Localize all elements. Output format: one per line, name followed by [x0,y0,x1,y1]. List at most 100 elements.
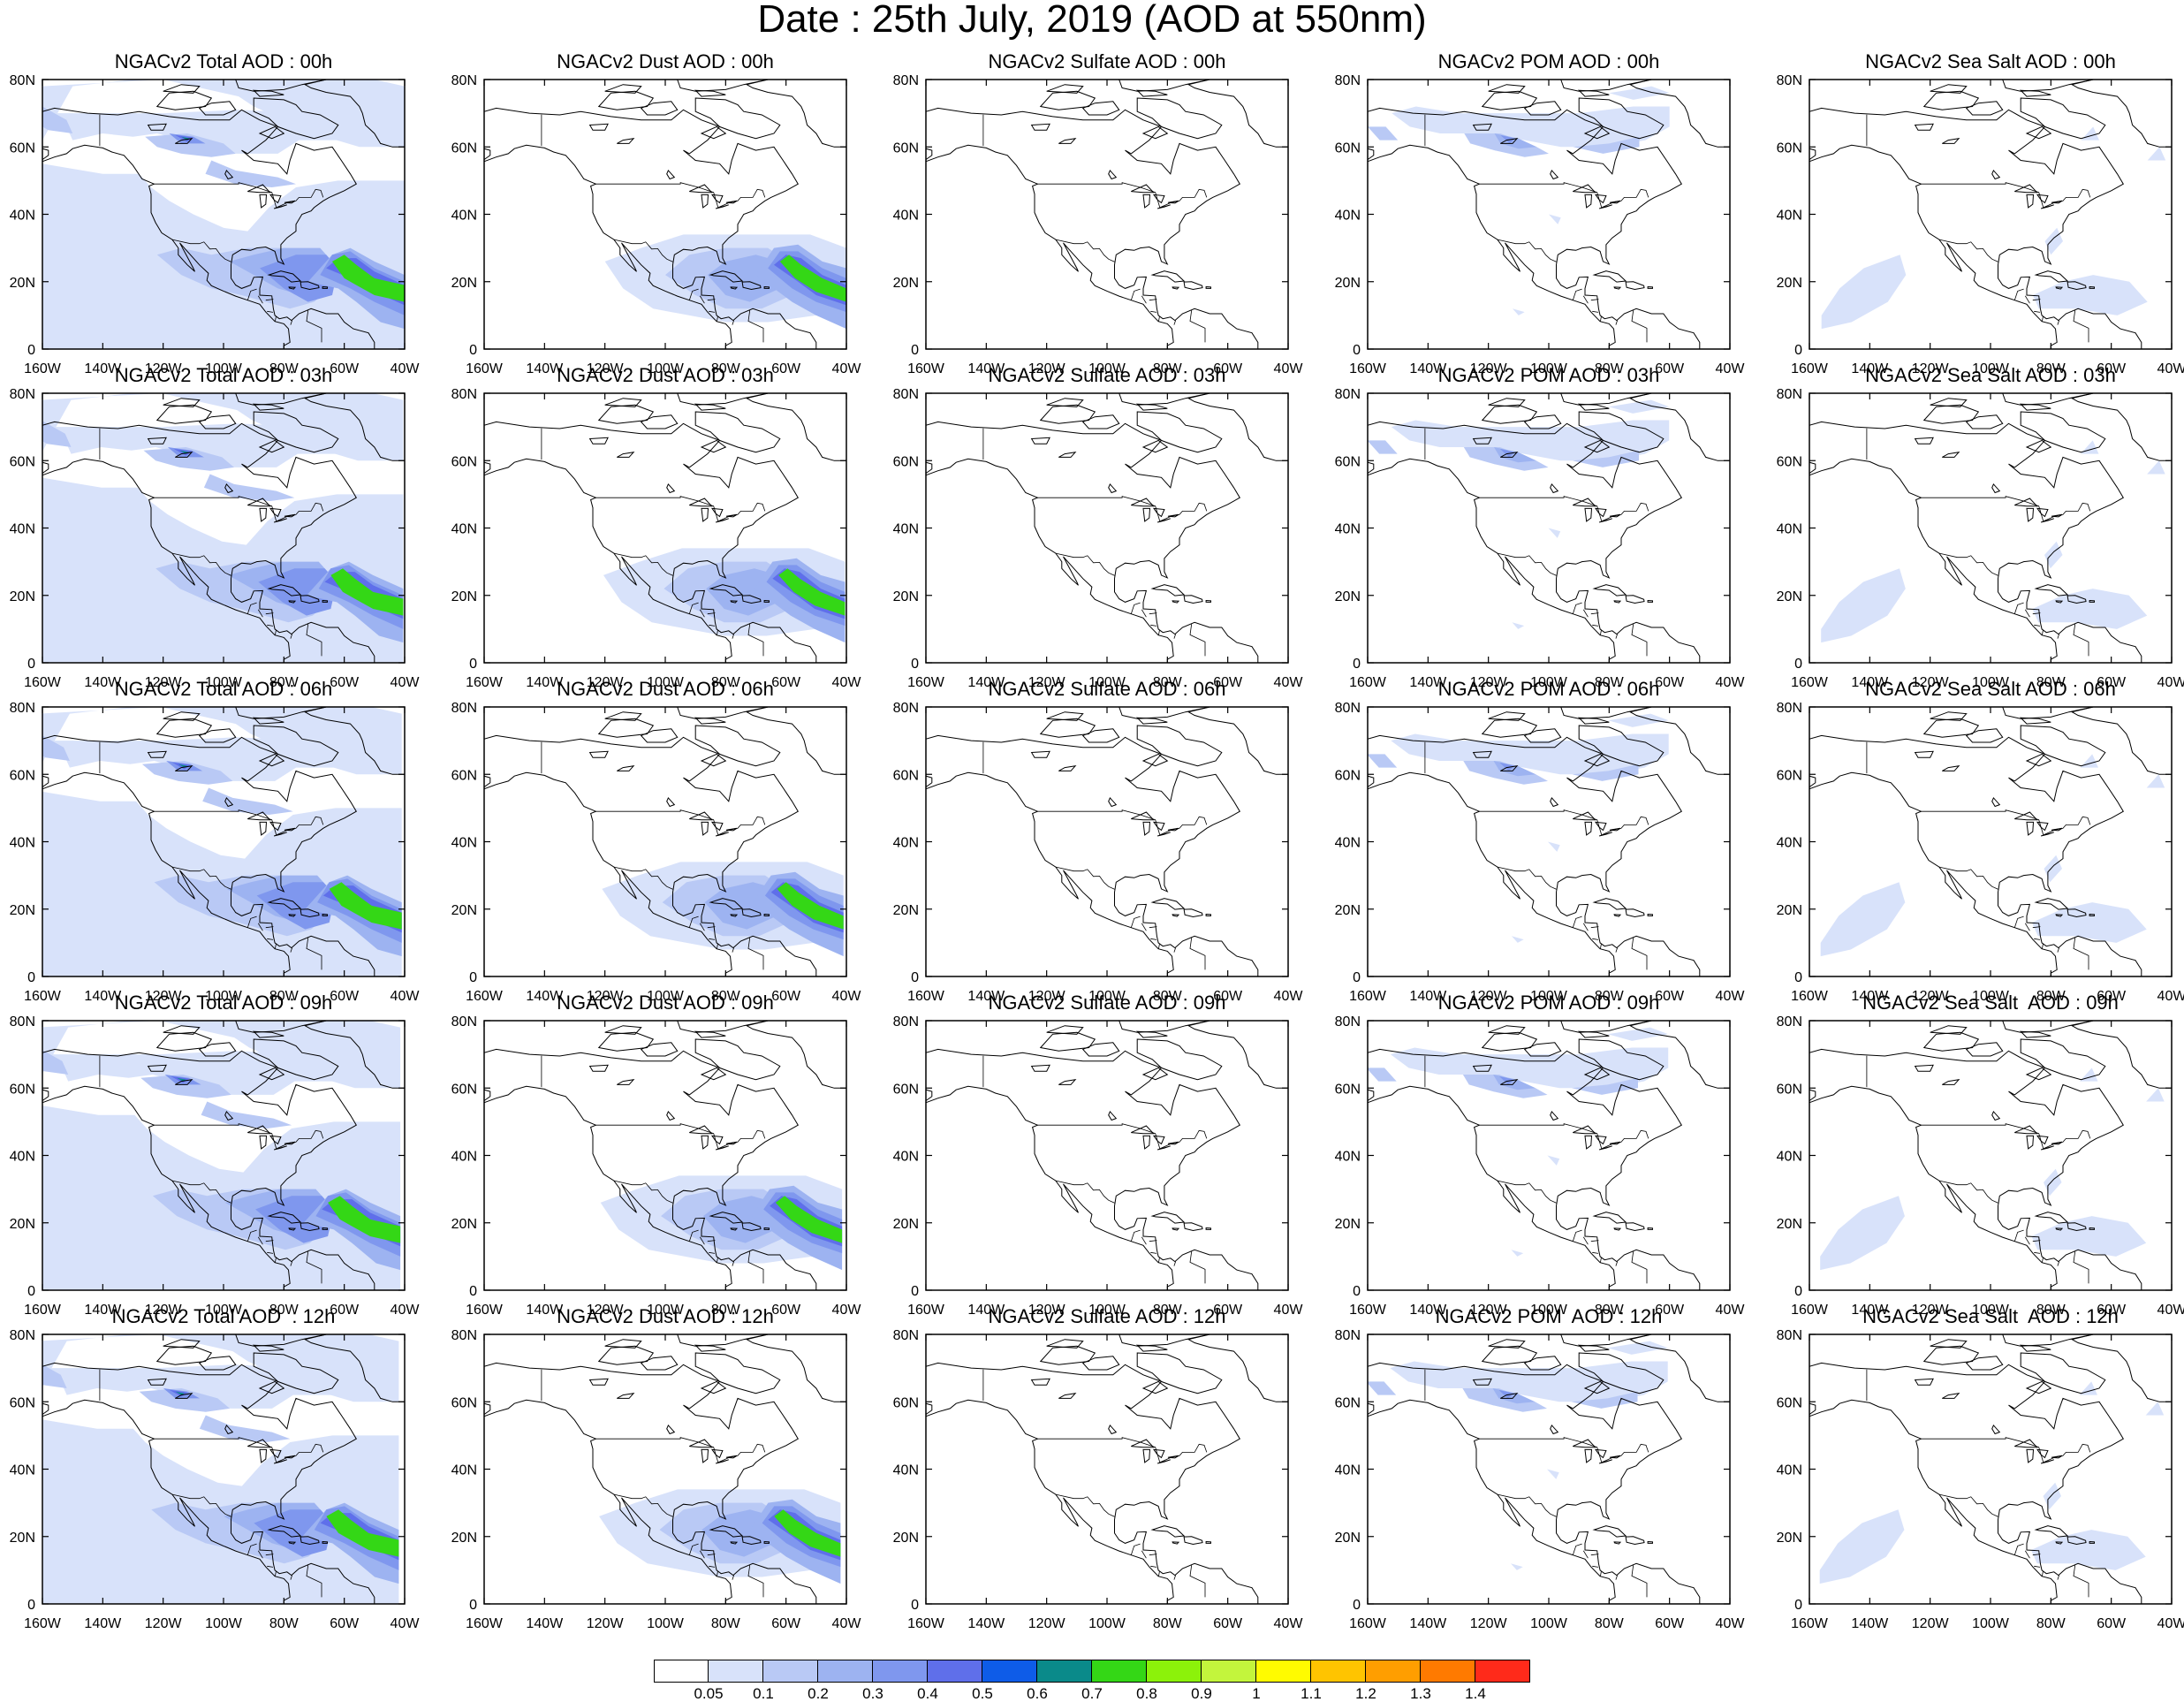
coastlines [484,1021,846,1290]
x-tick-label: 120W [587,1616,625,1631]
y-tick-label: 60N [10,454,35,469]
x-tick-label: 40W [2157,989,2184,1004]
y-tick-label: 0 [27,343,35,358]
aod-contour [1462,1388,1547,1412]
y-tick-label: 40N [1335,522,1361,537]
x-tick-label: 60W [771,1303,801,1318]
aod-colorbar: 0.05 0.1 0.2 0.3 0.4 0.5 0.6 0.7 0.8 0.9 1 1.1 1.2 1.… [654,1660,1530,1702]
map-plot: 160W 140W 120W 100W 80W 60W 40W 0 20N 40N 60N 80N [451,73,862,376]
colorbar-label: 0.2 [808,1685,829,1702]
y-tick-label: 80N [10,1328,35,1343]
map-plot: 160W 140W 120W 100W 80W 60W 40W 0 20N 40N 60N 80N [10,1328,421,1631]
coastlines [1368,1334,1730,1604]
map-panel: NGACv2 POM AOD : 00h 160W 140W 120W 100W 80W 6… [1325,51,1746,377]
y-tick-label: 80N [893,1328,919,1343]
y-tick-label: 40N [1335,836,1361,851]
aod-contour [42,735,70,761]
x-tick-label: 160W [466,989,504,1004]
x-tick-label: 100W [1530,1303,1568,1318]
x-tick-label: 120W [587,1303,625,1318]
aod-contour [1391,733,1669,775]
y-tick-label: 0 [1353,1598,1361,1613]
colorbar-swatch [818,1660,873,1683]
aod-contour [775,1196,843,1243]
y-tick-label: 0 [27,1598,35,1613]
aod-contour [1819,1509,1905,1584]
x-tick-label: 140W [1851,361,1889,376]
aod-contour [326,1509,399,1557]
aod-contour [42,1364,339,1409]
y-tick-label: 0 [27,657,35,672]
colorbar-swatch [1311,1660,1366,1683]
aod-contour [1513,308,1525,315]
x-tick-label: 100W [1972,1303,2010,1318]
y-tick-label: 60N [451,1082,477,1097]
map-plot: 160W 140W 120W 100W 80W 60W 40W 0 20N 40N 60N 80N [10,1014,421,1318]
y-tick-label: 40N [451,522,477,537]
x-tick-label: 80W [1595,1616,1625,1631]
aod-contour [1368,440,1398,454]
y-tick-label: 80N [893,387,919,402]
aod-contour [1499,762,1515,771]
aod-contour [2043,1482,2061,1510]
y-tick-label: 40N [10,1150,35,1165]
map-plot: 160W 140W 120W 100W 80W 60W 40W 0 20N 40N 60N 80N [1335,701,1746,1004]
aod-contour [143,447,234,471]
aod-contour [1572,764,1639,781]
aod-contour [203,474,295,501]
x-tick-label: 100W [647,361,685,376]
y-tick-label: 80N [1335,73,1361,88]
aod-contour [260,255,338,302]
aod-contour [779,255,846,302]
coastlines [42,1334,405,1604]
panel-title: NGACv2 Sea Salt AOD : 06h [1865,678,2116,700]
map-panel: NGACv2 Total AOD : 06h 160W 140W 120W 100W 80… [0,679,421,1005]
x-tick-label: 120W [145,361,183,376]
aod-contour [2079,1381,2097,1395]
aod-contour [1512,936,1524,943]
map-plot: 160W 140W 120W 100W 80W 60W 40W 0 20N 40N 60N 80N [1335,73,1746,376]
colorbar-label: 1 [1252,1685,1261,1702]
colorbar-label: 0.05 [694,1685,724,1702]
x-tick-label: 120W [1028,1616,1066,1631]
y-tick-label: 0 [911,657,919,672]
panel-title: NGACv2 Total AOD : 12h [111,1305,336,1327]
aod-contour [328,1196,401,1243]
colorbar-swatch [873,1660,928,1683]
x-tick-label: 120W [1470,1616,1508,1631]
aod-contour [2080,754,2098,768]
panel-title: NGACv2 POM AOD : 12h [1435,1305,1663,1327]
y-tick-label: 60N [1335,1082,1361,1097]
panel-title: NGACv2 Dust AOD : 09h [557,992,774,1014]
aod-contour [2080,1068,2098,1082]
x-tick-label: 60W [1655,1616,1685,1631]
colorbar-label: 0.5 [972,1685,993,1702]
y-tick-label: 0 [1353,343,1361,358]
aod-field [603,548,846,643]
x-tick-label: 60W [1213,989,1243,1004]
y-tick-label: 0 [1794,1284,1802,1299]
x-tick-label: 60W [771,1616,801,1631]
y-tick-label: 80N [1777,701,1802,716]
x-tick-label: 160W [1791,1303,1829,1318]
aod-contour [1549,214,1561,224]
x-tick-label: 60W [330,675,360,690]
coastlines [926,707,1288,976]
y-tick-label: 0 [1794,343,1802,358]
panel-title: NGACv2 Sulfate AOD : 00h [988,50,1226,72]
x-tick-label: 160W [1349,1303,1387,1318]
aod-field [42,1021,401,1290]
x-tick-label: 60W [1213,1616,1243,1631]
aod-contour [42,423,343,467]
x-tick-label: 80W [1153,989,1183,1004]
aod-contour [1571,1077,1638,1095]
y-tick-label: 80N [10,387,35,402]
y-tick-label: 20N [451,276,477,291]
aod-field [1819,1381,2165,1584]
x-tick-label: 140W [967,675,1005,690]
map-panel: NGACv2 Sulfate AOD : 06h 160W 140W 120W 100W… [883,679,1304,1005]
x-tick-label: 140W [967,1303,1005,1318]
aod-field [1821,126,2166,330]
x-tick-label: 160W [24,1616,62,1631]
x-tick-label: 140W [1409,989,1447,1004]
